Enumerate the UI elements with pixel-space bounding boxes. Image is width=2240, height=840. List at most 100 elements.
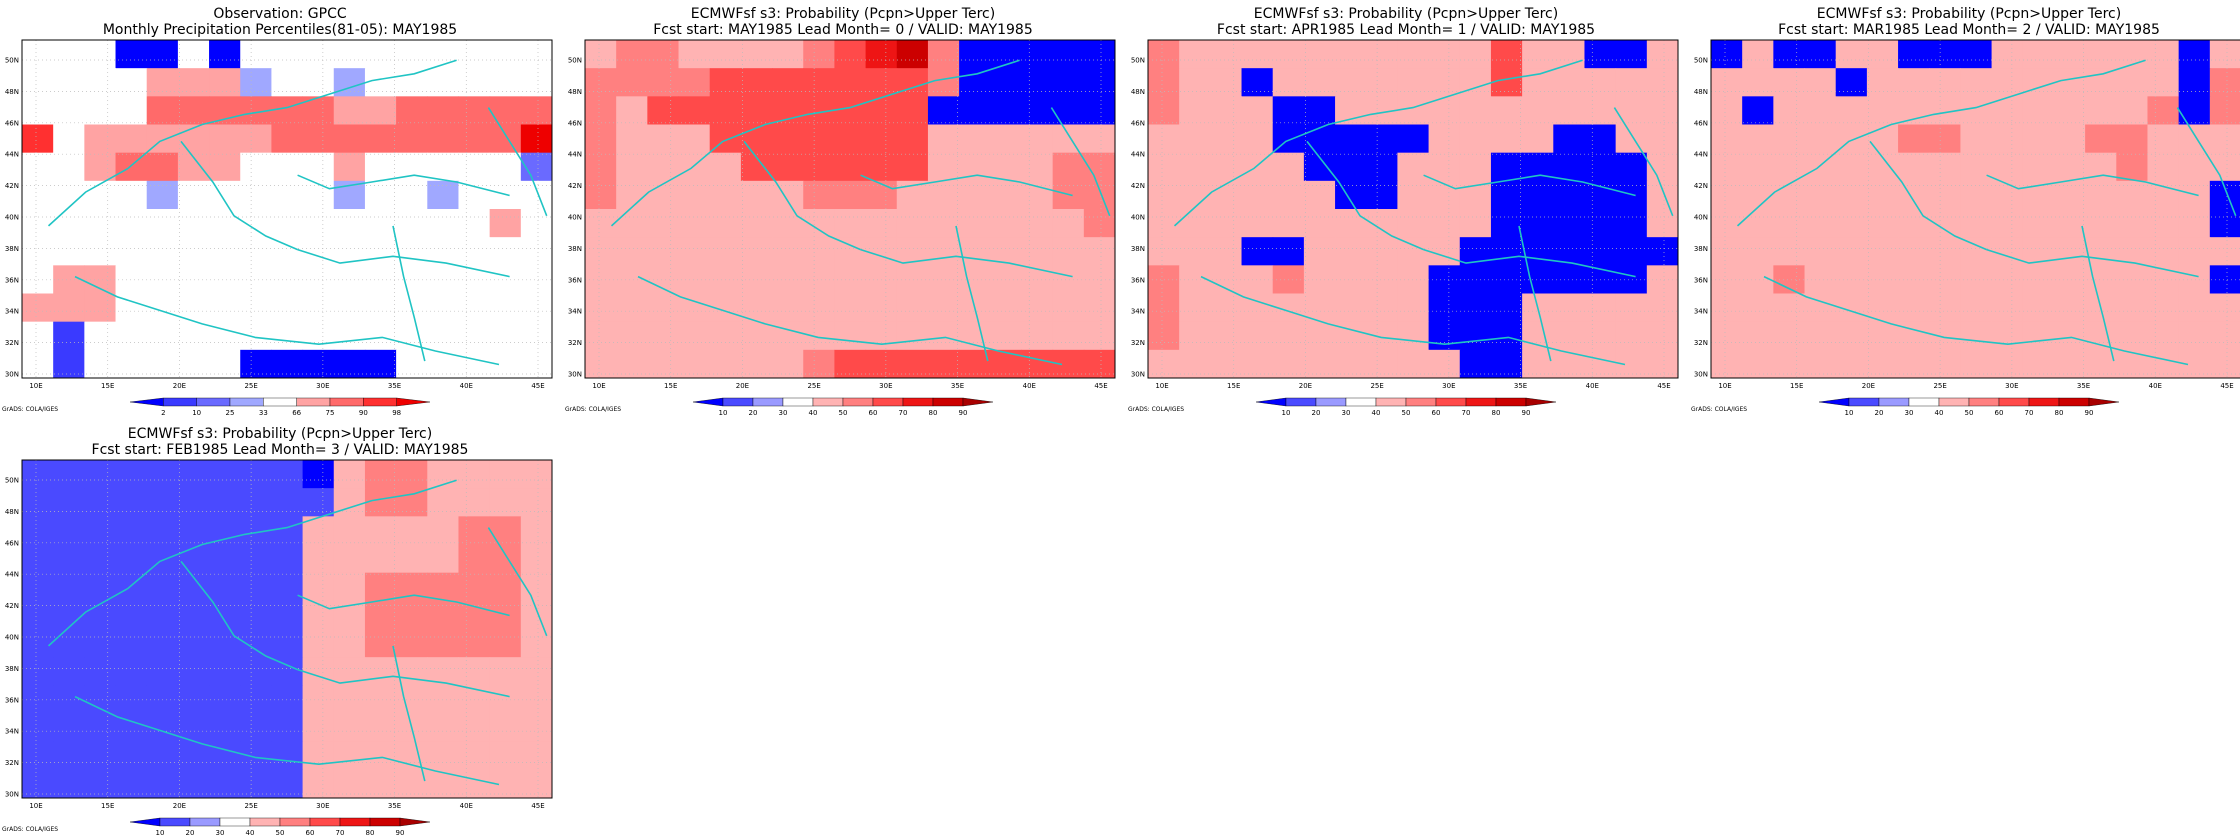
heatmap-cell xyxy=(84,769,117,799)
x-tick-label: 35E xyxy=(388,382,401,390)
heatmap-cell xyxy=(22,209,54,238)
heatmap-cell xyxy=(585,180,617,210)
heatmap-cell xyxy=(240,180,272,210)
heatmap-cell xyxy=(1021,68,1054,97)
heatmap-cell xyxy=(396,237,428,266)
heatmap-cell xyxy=(1646,349,1679,379)
heatmap-cell xyxy=(302,544,335,574)
y-tick-label: 40N xyxy=(1694,214,1708,222)
heatmap-cell xyxy=(2178,152,2211,182)
colorbar-segment xyxy=(1405,397,1437,407)
heatmap-cell xyxy=(84,600,117,630)
heatmap-cell xyxy=(2022,68,2055,97)
heatmap-cell xyxy=(1303,40,1336,69)
heatmap-cell xyxy=(1615,68,1648,97)
heatmap-cell xyxy=(1052,209,1085,238)
y-tick-label: 32N xyxy=(5,339,19,347)
heatmap-cell xyxy=(520,321,553,351)
chart-subtitle: Fcst start: FEB1985 Lead Month= 3 / VALI… xyxy=(92,442,469,458)
heatmap-cell xyxy=(1898,124,1930,154)
coastline xyxy=(2176,107,2237,217)
coastline xyxy=(955,225,989,362)
heatmap-cell xyxy=(865,40,898,69)
heatmap-cell xyxy=(271,741,304,771)
heatmap-cell xyxy=(333,96,366,125)
y-tick-label: 32N xyxy=(1694,339,1708,347)
colorbar-label: 98 xyxy=(392,409,401,417)
y-tick-label: 48N xyxy=(5,88,19,96)
heatmap-cell xyxy=(84,488,117,517)
colorbar-segment xyxy=(1878,397,1910,407)
heatmap-cell xyxy=(896,209,929,238)
heatmap-cell xyxy=(1804,40,1837,69)
heatmap-cell xyxy=(209,713,241,743)
colorbar-label: 75 xyxy=(326,409,335,417)
heatmap-cell xyxy=(115,741,148,771)
heatmap-cell xyxy=(458,96,491,125)
y-tick-label: 36N xyxy=(1131,276,1145,284)
heatmap-cell xyxy=(115,460,148,489)
coastline xyxy=(487,107,548,217)
x-tick-label: 40E xyxy=(460,802,473,810)
colorbar-label: 30 xyxy=(779,409,788,417)
heatmap-cell xyxy=(1991,68,2024,97)
heatmap-cell xyxy=(209,293,241,323)
heatmap-cell xyxy=(740,68,773,97)
heatmap-cell xyxy=(803,40,835,69)
heatmap-cell xyxy=(2022,96,2055,125)
heatmap-cell xyxy=(1021,152,1054,182)
heatmap-cell xyxy=(1021,237,1054,266)
coastline xyxy=(1986,248,2199,278)
heatmap-cell xyxy=(1804,96,1837,125)
heatmap-cell xyxy=(22,40,54,69)
heatmap-cell xyxy=(647,349,680,379)
colorbar-segment xyxy=(196,397,231,407)
heatmap-cell xyxy=(115,68,148,97)
heatmap-cell xyxy=(647,209,680,238)
y-tick-label: 50N xyxy=(5,57,19,65)
heatmap-cell xyxy=(22,460,54,489)
heatmap-cell xyxy=(1835,152,1868,182)
heatmap-cell xyxy=(115,685,148,714)
heatmap-cell xyxy=(1773,40,1806,69)
heatmap-cell xyxy=(84,209,117,238)
heatmap-cell xyxy=(1148,96,1180,125)
heatmap-cell xyxy=(959,180,991,210)
heatmap-cell xyxy=(53,713,85,743)
chart-subtitle: Fcst start: MAY1985 Lead Month= 0 / VALI… xyxy=(653,22,1033,38)
heatmap-cell xyxy=(84,629,117,658)
colorbar-segment xyxy=(189,817,221,827)
grads-credit: GrADS: COLA/IGES xyxy=(1691,406,1747,413)
coastline xyxy=(1763,275,2189,366)
heatmap-cell xyxy=(84,572,117,602)
heatmap-cell xyxy=(1241,349,1274,379)
heatmap-cell xyxy=(209,68,241,97)
heatmap-cell xyxy=(146,600,179,630)
heatmap-cell xyxy=(1866,237,1899,266)
heatmap-cell xyxy=(1742,40,1774,69)
heatmap-cell xyxy=(115,209,148,238)
heatmap-cell xyxy=(2022,152,2055,182)
heatmap-cell xyxy=(1742,96,1774,125)
heatmap-cell xyxy=(803,237,835,266)
heatmap-cell xyxy=(427,180,459,210)
heatmap-cell xyxy=(22,237,54,266)
heatmap-cell xyxy=(520,265,553,294)
colorbar-segment xyxy=(1315,397,1347,407)
heatmap-cell xyxy=(2116,265,2148,294)
heatmap-cell xyxy=(927,349,960,379)
heatmap-cell xyxy=(959,321,991,351)
colorbar-label: 10 xyxy=(1845,409,1854,417)
heatmap-cell xyxy=(2022,209,2055,238)
heatmap-cell xyxy=(1898,349,1930,379)
heatmap-cell xyxy=(834,265,867,294)
heatmap-cell xyxy=(271,657,304,686)
heatmap-cell xyxy=(709,321,742,351)
heatmap-cell xyxy=(647,180,680,210)
heatmap-cell xyxy=(959,68,991,97)
heatmap-cell xyxy=(240,321,272,351)
heatmap-cell xyxy=(1241,265,1274,294)
heatmap-cell xyxy=(458,572,491,602)
colorbar-segment xyxy=(229,397,264,407)
heatmap-cell xyxy=(1179,349,1211,379)
